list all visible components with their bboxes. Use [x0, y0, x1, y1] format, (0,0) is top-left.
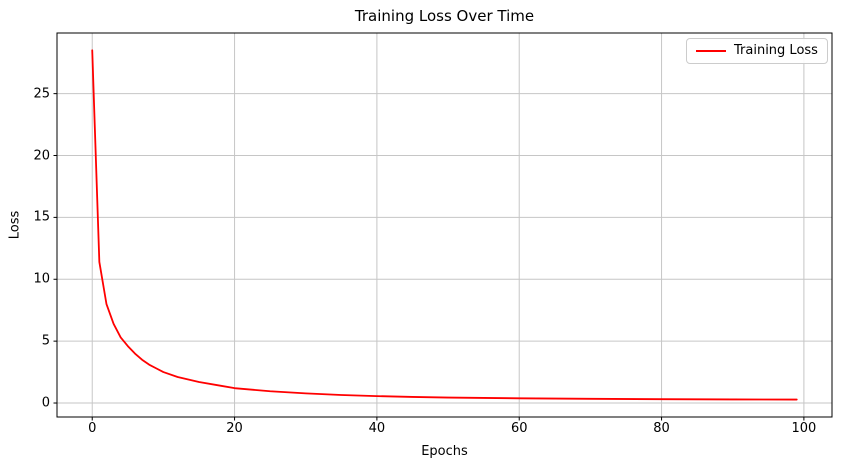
y-tick-label-25: 25 — [33, 86, 50, 102]
x-tick-label-100: 100 — [791, 421, 817, 436]
y-tick-label-0: 0 — [41, 395, 50, 411]
y-tick-label-10: 10 — [33, 271, 50, 287]
y-tick-label-15: 15 — [33, 209, 50, 225]
legend-label: Training Loss — [734, 43, 818, 58]
legend: Training Loss — [686, 38, 828, 64]
chart-title: Training Loss Over Time — [354, 7, 535, 25]
x-tick-label-60: 60 — [510, 421, 528, 436]
x-tick-label-80: 80 — [653, 421, 670, 436]
loss-curve — [91, 49, 798, 401]
x-tick-label-40: 40 — [368, 421, 386, 436]
x-tick-label-0: 0 — [88, 421, 97, 436]
y-tick-label-5: 5 — [41, 333, 50, 349]
x-axis-label: Epochs — [421, 444, 468, 459]
axes-spines — [56, 32, 833, 418]
y-tick-label-20: 20 — [33, 148, 50, 163]
y-axis-label: Loss — [7, 210, 23, 240]
legend-line-swatch — [696, 49, 726, 53]
x-tick-label-20: 20 — [226, 421, 243, 436]
